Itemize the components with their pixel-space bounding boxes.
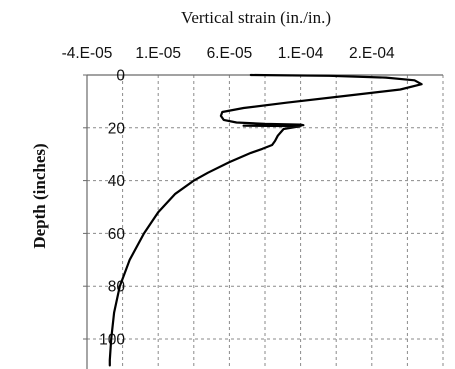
y-tick-label: 20	[108, 120, 126, 137]
x-tick-label: 1.E-04	[278, 45, 324, 62]
x-tick-label: -4.E-05	[62, 45, 113, 62]
strain-profile-line	[108, 73, 423, 367]
chart-title: Vertical strain (in./in.)	[181, 8, 331, 27]
x-tick-label: 6.E-05	[207, 45, 253, 62]
x-tick-label: 2.E-04	[349, 45, 395, 62]
y-tick-label: 60	[108, 226, 126, 243]
y-tick-label: 0	[116, 68, 125, 85]
y-tick-label: 40	[108, 173, 126, 190]
grid	[87, 75, 444, 369]
x-tick-labels: -4.E-05 1.E-05 6.E-05 1.E-04 2.E-04	[62, 45, 395, 62]
y-tick-label: 100	[99, 332, 125, 349]
axes	[83, 74, 443, 369]
y-axis-label: Depth (inches)	[30, 143, 49, 248]
x-tick-label: 1.E-05	[135, 45, 181, 62]
series	[108, 73, 423, 367]
